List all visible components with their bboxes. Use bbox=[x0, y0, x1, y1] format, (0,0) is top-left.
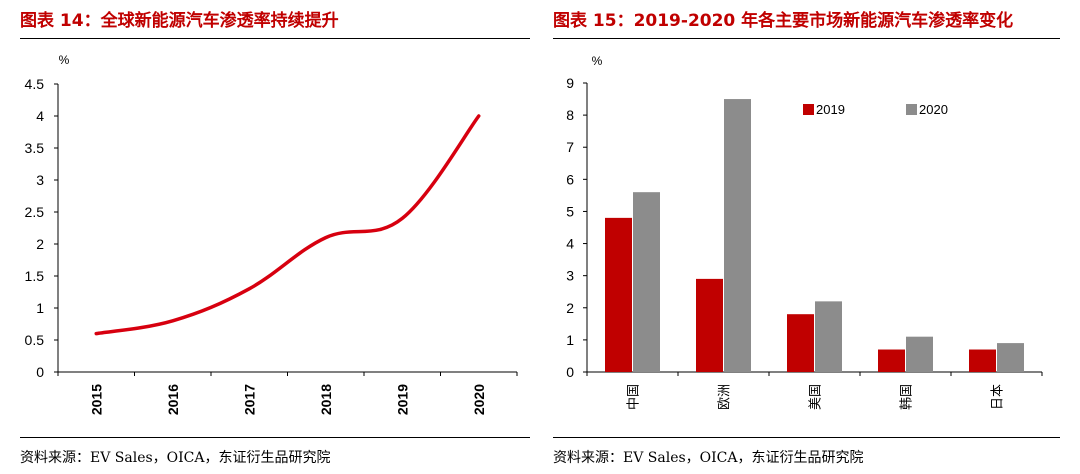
left-y-tick-label: 4 bbox=[36, 108, 44, 124]
right-bar-2020 bbox=[906, 336, 933, 372]
right-y-axis-unit: % bbox=[592, 54, 603, 68]
right-x-tick-label: 日本 bbox=[990, 384, 1005, 410]
right-chart-title: 图表 15：2019-2020 年各主要市场新能源汽车渗透率变化 bbox=[553, 11, 1014, 31]
left-source-note: 资料来源：EV Sales，OICA，东证衍生品研究院 bbox=[20, 450, 331, 466]
right-title-rule bbox=[553, 38, 1060, 39]
left-x-tick-label: 2015 bbox=[88, 384, 104, 415]
right-bar-2020 bbox=[633, 192, 660, 372]
right-x-tick-label: 中国 bbox=[626, 384, 641, 410]
right-x-tick-label: 欧洲 bbox=[717, 384, 732, 410]
right-y-tick-label: 0 bbox=[566, 364, 574, 380]
right-source-note: 资料来源：EV Sales，OICA，东证衍生品研究院 bbox=[553, 450, 864, 466]
left-chart-title: 图表 14：全球新能源汽车渗透率持续提升 bbox=[20, 11, 339, 31]
left-y-tick-label: 2 bbox=[36, 236, 44, 252]
right-y-tick-label: 2 bbox=[566, 300, 574, 316]
right-bar-2020 bbox=[815, 301, 842, 372]
left-x-tick-label: 2016 bbox=[165, 384, 181, 415]
right-bar-2020 bbox=[724, 99, 751, 373]
legend-swatch-2019 bbox=[803, 104, 814, 115]
left-title-rule bbox=[20, 38, 530, 39]
left-y-tick-label: 1 bbox=[36, 300, 44, 316]
right-footer-rule bbox=[553, 437, 1060, 438]
right-y-tick-label: 9 bbox=[566, 75, 574, 91]
legend-swatch-2020 bbox=[906, 104, 917, 115]
left-y-tick-label: 4.5 bbox=[25, 76, 45, 92]
right-bar-2019 bbox=[878, 349, 905, 372]
right-bar-2019 bbox=[969, 349, 996, 372]
right-bar-2019 bbox=[787, 314, 814, 372]
right-y-tick-label: 5 bbox=[566, 203, 574, 219]
left-y-tick-label: 1.5 bbox=[25, 268, 45, 284]
left-x-tick-label: 2020 bbox=[471, 384, 487, 415]
right-y-tick-label: 4 bbox=[566, 236, 574, 252]
left-y-axis-unit: % bbox=[59, 53, 70, 67]
right-y-tick-label: 1 bbox=[566, 332, 574, 348]
left-y-tick-label: 3 bbox=[36, 172, 44, 188]
left-y-tick-label: 3.5 bbox=[25, 140, 45, 156]
left-series-line bbox=[94, 114, 481, 336]
right-x-tick-label: 美国 bbox=[808, 384, 823, 410]
left-x-tick-label: 2018 bbox=[318, 384, 334, 415]
legend-label-2020: 2020 bbox=[919, 102, 948, 117]
left-y-tick-label: 0 bbox=[36, 364, 44, 380]
left-x-tick-label: 2019 bbox=[394, 384, 410, 415]
right-x-tick-label: 韩国 bbox=[899, 384, 914, 410]
right-y-tick-label: 8 bbox=[566, 107, 574, 123]
right-y-tick-label: 6 bbox=[566, 171, 574, 187]
right-y-tick-label: 7 bbox=[566, 139, 574, 155]
right-bar-2019 bbox=[696, 278, 723, 372]
left-footer-rule bbox=[20, 437, 530, 438]
right-bar-2020 bbox=[997, 343, 1024, 372]
right-y-tick-label: 3 bbox=[566, 268, 574, 284]
left-y-tick-label: 2.5 bbox=[25, 204, 45, 220]
right-bar-2019 bbox=[605, 217, 632, 372]
left-y-tick-label: 0.5 bbox=[25, 332, 45, 348]
legend-label-2019: 2019 bbox=[816, 102, 845, 117]
left-x-tick-label: 2017 bbox=[241, 384, 257, 415]
